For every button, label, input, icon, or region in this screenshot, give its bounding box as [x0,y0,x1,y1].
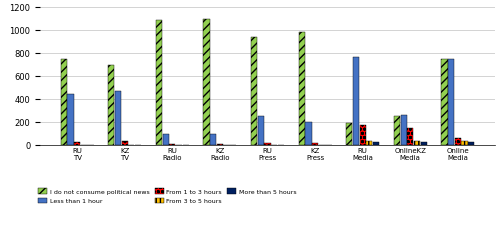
Bar [169,144,175,145]
Bar [210,135,216,145]
Bar [360,126,366,145]
Bar [264,144,270,145]
Bar [468,143,474,145]
Bar [414,142,420,145]
Bar [68,94,73,145]
Bar [407,128,414,145]
Bar [204,20,210,145]
Bar [162,135,168,145]
Bar [373,143,379,145]
Bar [306,122,312,145]
Bar [462,142,468,145]
Bar [108,66,114,145]
Bar [455,139,461,145]
Bar [394,116,400,145]
Bar [420,143,426,145]
Bar [258,116,264,145]
Legend: I do not consume political news, Less than 1 hour, From 1 to 3 hours, From 3 to : I do not consume political news, Less th… [36,186,299,206]
Bar [448,60,454,145]
Bar [400,115,406,145]
Bar [346,123,352,145]
Bar [156,21,162,145]
Bar [60,60,67,145]
Bar [366,142,372,145]
Bar [74,142,80,145]
Bar [442,60,448,145]
Bar [312,144,318,145]
Bar [115,92,121,145]
Bar [122,142,128,145]
Bar [251,38,258,145]
Bar [353,58,359,145]
Bar [298,33,305,145]
Bar [217,144,223,145]
